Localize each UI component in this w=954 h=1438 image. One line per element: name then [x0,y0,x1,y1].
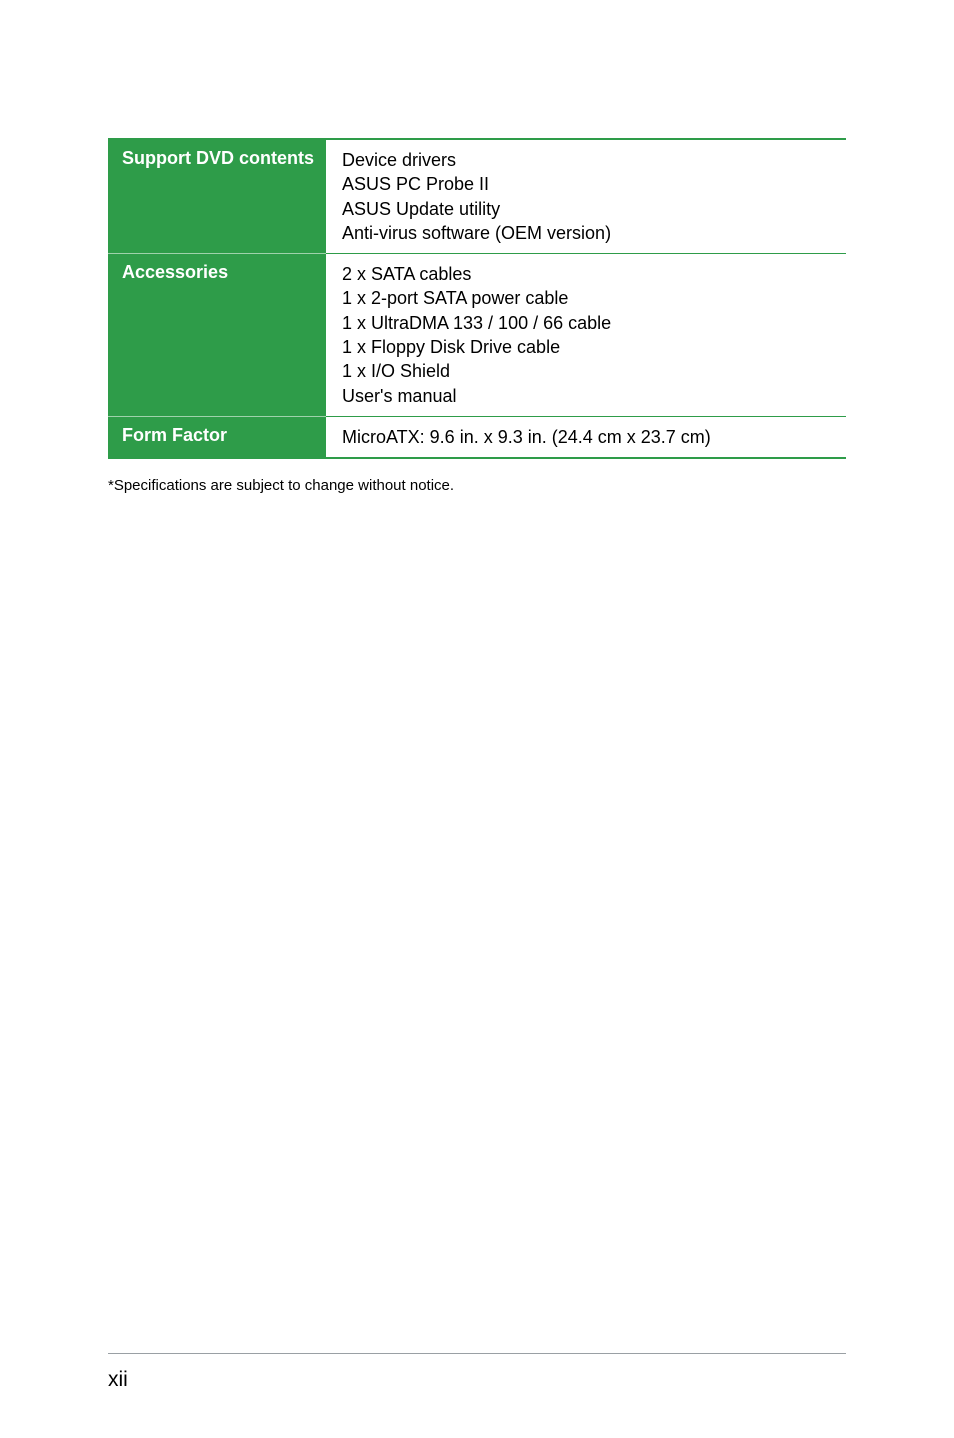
spec-line: Device drivers [342,148,836,172]
specifications-table: Support DVD contents Device drivers ASUS… [108,138,846,459]
page-number: xii [108,1368,128,1391]
table-row: Support DVD contents Device drivers ASUS… [108,139,846,254]
spec-label: Accessories [108,254,326,417]
spec-line: 2 x SATA cables [342,262,836,286]
table-row: Accessories 2 x SATA cables 1 x 2-port S… [108,254,846,417]
spec-value: 2 x SATA cables 1 x 2-port SATA power ca… [326,254,846,417]
spec-line: ASUS Update utility [342,197,836,221]
spec-tbody: Support DVD contents Device drivers ASUS… [108,139,846,458]
spec-label: Form Factor [108,416,326,458]
spec-line: 1 x Floppy Disk Drive cable [342,335,836,359]
spec-line: 1 x 2-port SATA power cable [342,286,836,310]
spec-line: 1 x UltraDMA 133 / 100 / 66 cable [342,311,836,335]
spec-value: Device drivers ASUS PC Probe II ASUS Upd… [326,139,846,254]
spec-value: MicroATX: 9.6 in. x 9.3 in. (24.4 cm x 2… [326,416,846,458]
spec-line: User's manual [342,384,836,408]
spec-line: ASUS PC Probe II [342,172,836,196]
table-row: Form Factor MicroATX: 9.6 in. x 9.3 in. … [108,416,846,458]
footnote-text: *Specifications are subject to change wi… [108,477,846,494]
spec-line: 1 x I/O Shield [342,359,836,383]
spec-line: Anti-virus software (OEM version) [342,221,836,245]
page-footer: xii [108,1353,846,1392]
spec-label: Support DVD contents [108,139,326,254]
spec-line: MicroATX: 9.6 in. x 9.3 in. (24.4 cm x 2… [342,425,836,449]
